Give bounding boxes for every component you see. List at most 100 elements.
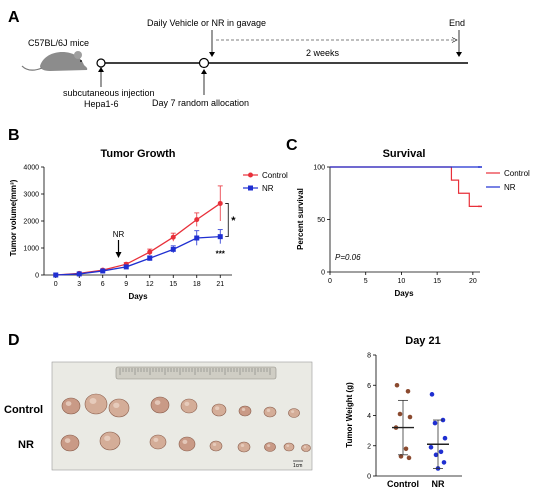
y-tick-label: 2000 [23,219,39,226]
chart-c-title: Survival [383,148,426,160]
x-tick-label: 20 [469,278,477,285]
mouse-icon [21,51,88,71]
data-point-control [147,249,153,255]
tumor-highlight [286,444,290,447]
tumor-sample [60,434,80,452]
chart-c-ylabel: Percent survival [296,188,305,250]
data-point-nr [123,264,129,270]
tumor-highlight [113,402,120,408]
tumor-highlight [303,445,307,449]
tumor-highlight [64,438,71,443]
weight-point-nr [429,392,435,397]
weight-point-control [397,411,403,417]
tumor-sample [84,393,108,415]
panel-label-b: B [8,127,20,144]
significance-star: * [231,215,236,227]
tumor-sample [209,440,223,452]
legend-c-control-label: Control [504,169,530,178]
tumor-sample [288,408,300,418]
tumor-sample [237,441,251,453]
panel-label-c: C [286,137,298,154]
end-label: End [449,18,465,28]
legend-nr-marker [248,185,253,191]
tumor-highlight [182,439,188,444]
y-tick-label: 4 [367,413,371,420]
weight-point-nr [438,449,444,455]
x-tick-label: 3 [77,281,81,288]
chart-b-ylabel: Tumor volume(mm³) [9,179,18,256]
significance-stars: *** [216,250,226,259]
row-label-control: Control [4,404,43,416]
row-label-nr: NR [18,439,34,451]
significance-bracket [225,203,229,238]
chart-b-xlabel: Days [128,292,148,301]
tumor-sample [178,436,196,452]
y-tick-label: 4000 [23,165,39,172]
data-point-control [217,200,223,206]
survival-chart: Survival Days Percent survival P=0.06 0 5… [296,148,482,298]
legend-nr-label: NR [262,184,274,193]
survival-curve-control [330,166,480,207]
weight-point-nr [433,452,439,458]
tumor-highlight [240,444,245,447]
data-point-control [170,234,176,240]
weight-point-control [407,414,413,420]
data-point-nr [76,271,82,277]
tumor-highlight [291,410,295,413]
duration-label: 2 weeks [306,48,340,58]
tumor-highlight [154,400,161,405]
tumor-highlight [65,401,72,406]
tumor-sample [61,397,81,415]
weight-point-nr [442,435,448,441]
allocation-label: Day 7 random allocation [152,98,249,108]
x-category-label: Control [387,479,419,489]
mouse-label: C57BL/6J mice [28,38,89,48]
scale-bar-label: 1cm [293,463,302,469]
tumor-highlight [267,444,271,447]
y-tick-label: 0 [35,273,39,280]
legend-control-marker [248,172,253,178]
panel-label-d: D [8,332,20,349]
weight-point-control [403,446,409,452]
tumor-highlight [212,443,217,446]
y-tick-label: 2 [367,443,371,450]
tumor-sample [149,434,167,450]
nr-start-arrowhead [115,252,122,258]
tumor-sample [211,403,227,417]
tumor-growth-chart: Tumor Growth Days Tumor volume(mm³) 0 100… [9,148,236,301]
data-point-control [194,217,200,223]
tumor-highlight [153,437,159,442]
tumor-sample [99,431,121,451]
y-tick-label: 6 [367,383,371,390]
weight-point-nr [432,420,438,426]
chart-b-title: Tumor Growth [101,148,176,160]
y-tick-label: 50 [317,217,325,224]
x-tick-label: 21 [216,281,224,288]
chart-d-ylabel: Tumor Weight (g) [345,382,354,448]
data-point-nr [217,234,223,240]
panel-label-a: A [8,9,20,26]
tumor-photo: 1cm [51,361,313,471]
weight-point-control [394,382,400,388]
y-tick-label: 8 [367,353,371,360]
x-tick-label: 5 [364,278,368,285]
injection-label-1: subcutaneous injection [63,88,155,98]
legend-c-nr-label: NR [504,183,516,192]
x-tick-label: 9 [124,281,128,288]
y-tick-label: 1000 [23,246,39,253]
tumor-highlight [184,401,190,406]
data-point-nr [53,272,59,278]
allocation-marker [198,57,210,69]
y-tick-label: 3000 [23,192,39,199]
nr-start-label: NR [113,230,125,239]
tumor-sample [301,444,311,452]
y-tick-label: 0 [321,270,325,277]
weight-point-control [406,455,412,461]
x-tick-label: 12 [146,281,154,288]
chart-c-xlabel: Days [394,289,414,298]
y-tick-label: 0 [367,474,371,481]
weight-point-nr [441,460,447,465]
series-nr-line [55,236,221,276]
tumor-sample [150,396,170,414]
